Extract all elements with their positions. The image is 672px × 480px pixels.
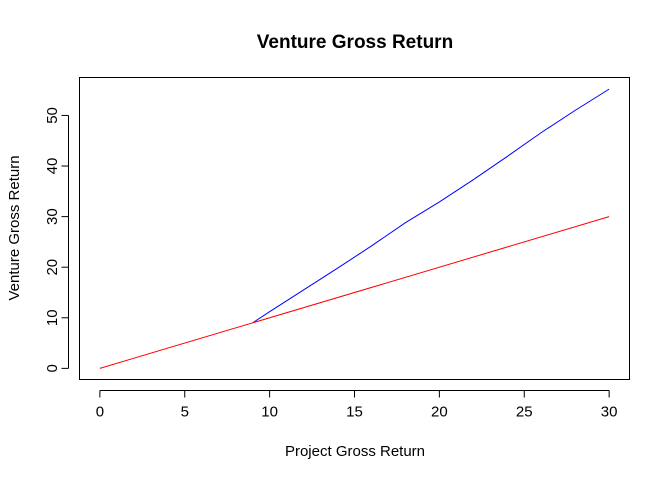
x-axis: 0 5 10 15 20 25 30: [96, 390, 618, 421]
series-group: [99, 88, 610, 369]
y-tick-label: 50: [44, 107, 61, 124]
y-tick-label: 0: [44, 364, 61, 372]
series-line-2: [99, 216, 610, 369]
x-tick-label: 25: [516, 404, 533, 421]
x-tick-label: 30: [601, 404, 618, 421]
y-axis-label: Venture Gross Return: [6, 155, 23, 300]
y-tick-label: 40: [44, 158, 61, 175]
x-tick-label: 0: [96, 404, 104, 421]
series-line-1: [252, 88, 610, 324]
y-tick-label: 10: [44, 309, 61, 326]
chart-title: Venture Gross Return: [257, 32, 453, 53]
plot-frame: [79, 77, 630, 380]
x-tick-label: 15: [346, 404, 363, 421]
x-tick-label: 20: [431, 404, 448, 421]
x-tick-label: 5: [181, 404, 189, 421]
y-axis: 0 10 20 30 40 50: [44, 107, 69, 373]
y-tick-label: 20: [44, 259, 61, 276]
x-tick-label: 10: [261, 404, 278, 421]
y-tick-label: 30: [44, 208, 61, 225]
x-axis-label: Project Gross Return: [285, 443, 425, 460]
